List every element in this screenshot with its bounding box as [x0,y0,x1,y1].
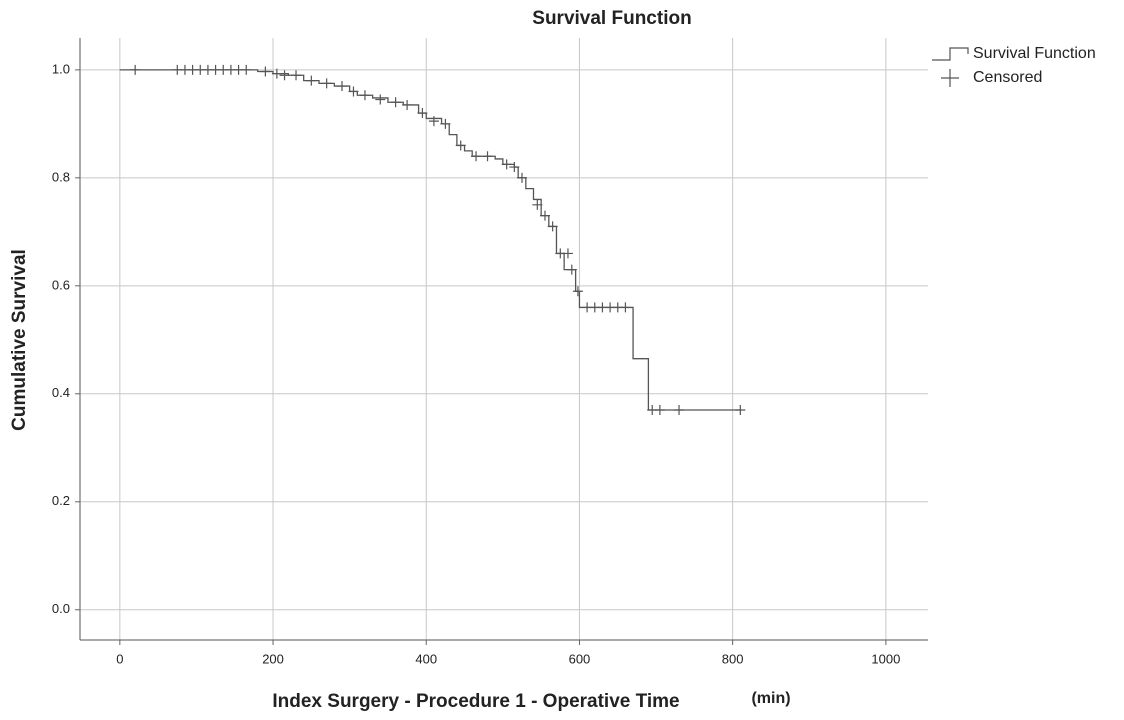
x-tick-label: 1000 [871,651,900,666]
censored-marker [654,404,665,415]
censored-marker [291,70,302,81]
y-tick-label: 0.2 [52,493,70,508]
censored-marker [501,159,512,170]
censored-marker [440,118,451,129]
y-tick-label: 0.6 [52,277,70,292]
y-tick-label: 0.4 [52,385,70,400]
legend-label: Survival Function [973,45,1096,62]
censored-marker [375,94,386,105]
censored-marker [336,81,347,92]
censored-marker [539,210,550,221]
censored-marker [130,64,141,75]
x-tick-label: 800 [722,651,744,666]
censored-marker [402,99,413,110]
y-axis-label: Cumulative Survival [9,249,30,431]
x-tick-label: 400 [415,651,437,666]
censored-marker [417,108,428,119]
legend-label: Censored [973,69,1042,86]
censored-marker [509,162,520,173]
censored-marker [241,64,252,75]
censored-marker [306,75,317,86]
x-axis-label: Index Surgery - Procedure 1 - Operative … [272,691,679,712]
y-tick-label: 0.8 [52,169,70,184]
censored-marker [271,68,282,79]
censored-marker [674,404,685,415]
x-tick-label: 0 [116,651,123,666]
censored-marker [428,116,439,127]
censored-marker [260,66,271,77]
censored-marker [566,264,577,275]
censored-marker [735,404,746,415]
censored-marker [517,172,528,183]
legend-icon [932,47,969,61]
chart-title: Survival Function [532,8,691,29]
censored-marker [359,90,370,101]
x-tick-label: 200 [262,651,284,666]
censored-marker [455,140,466,151]
y-tick-label: 1.0 [52,61,70,76]
censored-marker [390,97,401,108]
censored-marker [562,248,573,259]
censored-marker [572,286,583,297]
x-tick-label: 600 [569,651,591,666]
censored-marker [547,221,558,232]
legend-icon [941,69,959,87]
censored-marker [321,78,332,89]
censored-marker [279,70,290,81]
censored-marker [348,86,359,97]
x-axis-unit: (min) [751,690,790,707]
y-tick-label: 0.0 [52,601,70,616]
censored-marker [471,151,482,162]
censored-marker [532,199,543,210]
censored-marker [620,302,631,313]
censored-marker [482,151,493,162]
